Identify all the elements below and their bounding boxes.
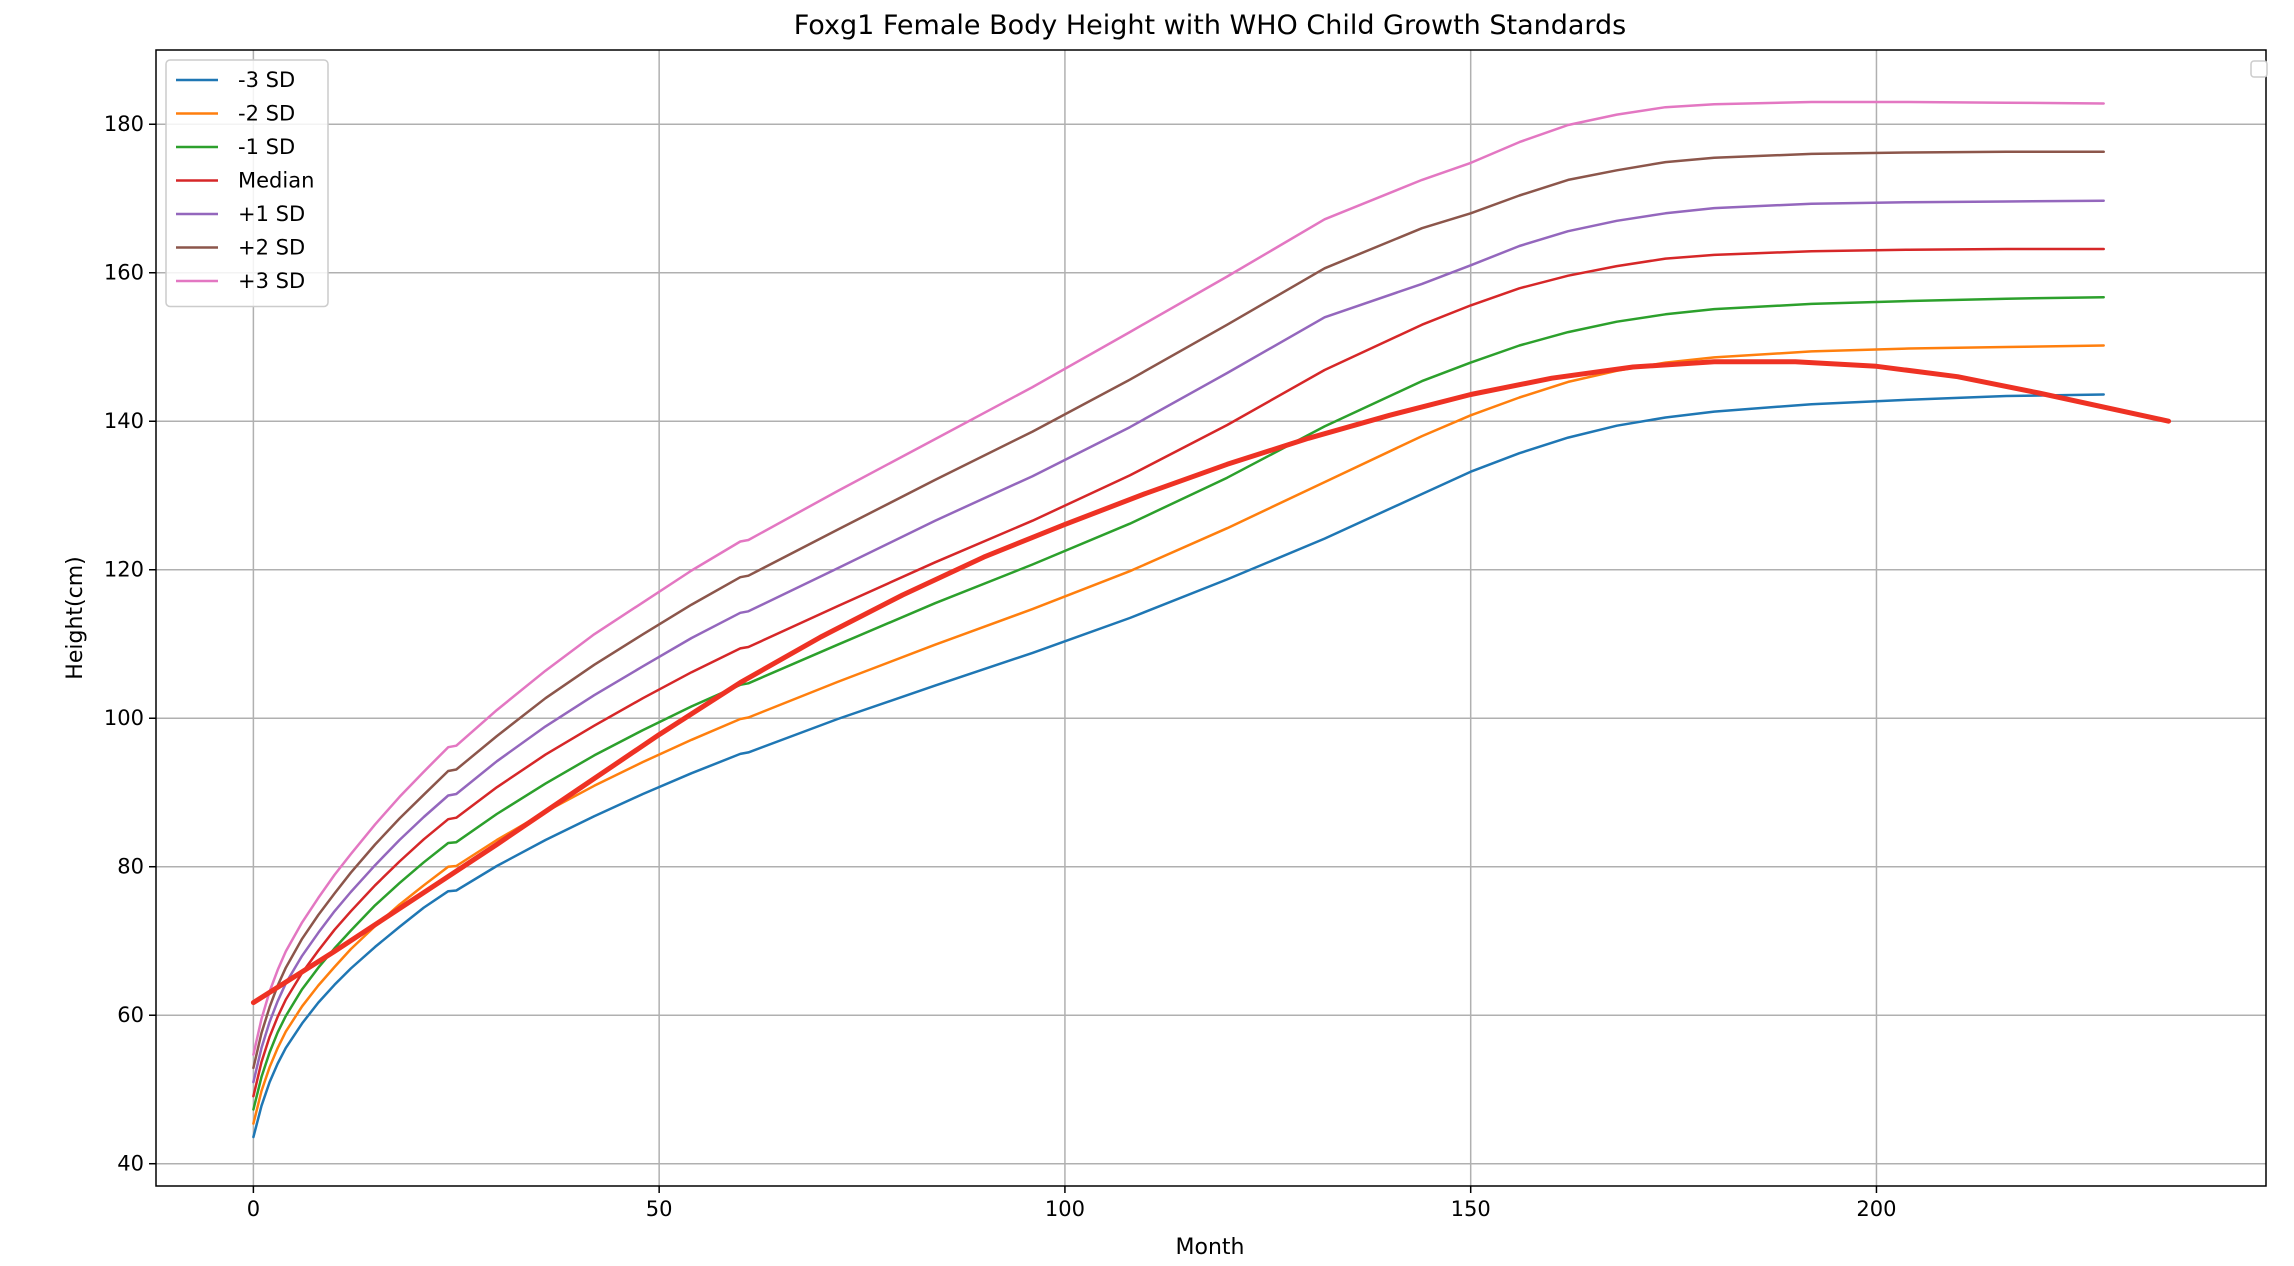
x-tick-label: 200 (1856, 1197, 1896, 1221)
series-line-3-sd (252, 100, 2105, 1056)
legend-frame (165, 59, 329, 308)
legend-label: +3 SD (238, 269, 305, 293)
legend: -3 SD -2 SD -1 SD Median +1 SD +2 SD +3 SD (165, 59, 329, 308)
y-axis-label: Height(cm) (63, 556, 88, 679)
y-tick-label: 40 (117, 1152, 144, 1176)
series-line-median (252, 247, 2105, 1098)
y-tick-label: 180 (104, 112, 144, 136)
x-axis-label: Month (1176, 1235, 1245, 1260)
series-line-2-sd (252, 150, 2105, 1070)
series-line-unlabeled-7 (250, 359, 2172, 1006)
grid-layer (156, 50, 2266, 1186)
y-tick-label: 100 (104, 706, 144, 730)
chart-title: Foxg1 Female Body Height with WHO Child … (794, 10, 1627, 41)
series-line-3-sd (252, 393, 2105, 1139)
legend-label: -1 SD (238, 135, 295, 159)
x-tick-label: 0 (247, 1197, 260, 1221)
legend-label: -3 SD (238, 68, 295, 92)
y-tick-label: 120 (104, 558, 144, 582)
y-tick-label: 80 (117, 855, 144, 879)
plot-frame (155, 49, 2267, 1187)
legend-label: -2 SD (238, 102, 295, 126)
x-tick-label: 150 (1451, 1197, 1491, 1221)
series-line-1-sd (252, 199, 2105, 1084)
y-tick-label: 140 (104, 409, 144, 433)
series-layer (250, 100, 2172, 1139)
y-tick-label: 160 (104, 261, 144, 285)
x-tick-label: 50 (646, 1197, 673, 1221)
y-tick-label: 60 (117, 1003, 144, 1027)
legend-label: +1 SD (238, 202, 305, 226)
empty-legend-box (2250, 60, 2268, 78)
x-tick-label: 100 (1045, 1197, 1085, 1221)
tick-layer: 0 50 100 150 200 40 60 80 100 120 140 160 180 (104, 112, 1897, 1221)
legend-label: Median (238, 169, 314, 193)
legend-label: +2 SD (238, 236, 305, 260)
